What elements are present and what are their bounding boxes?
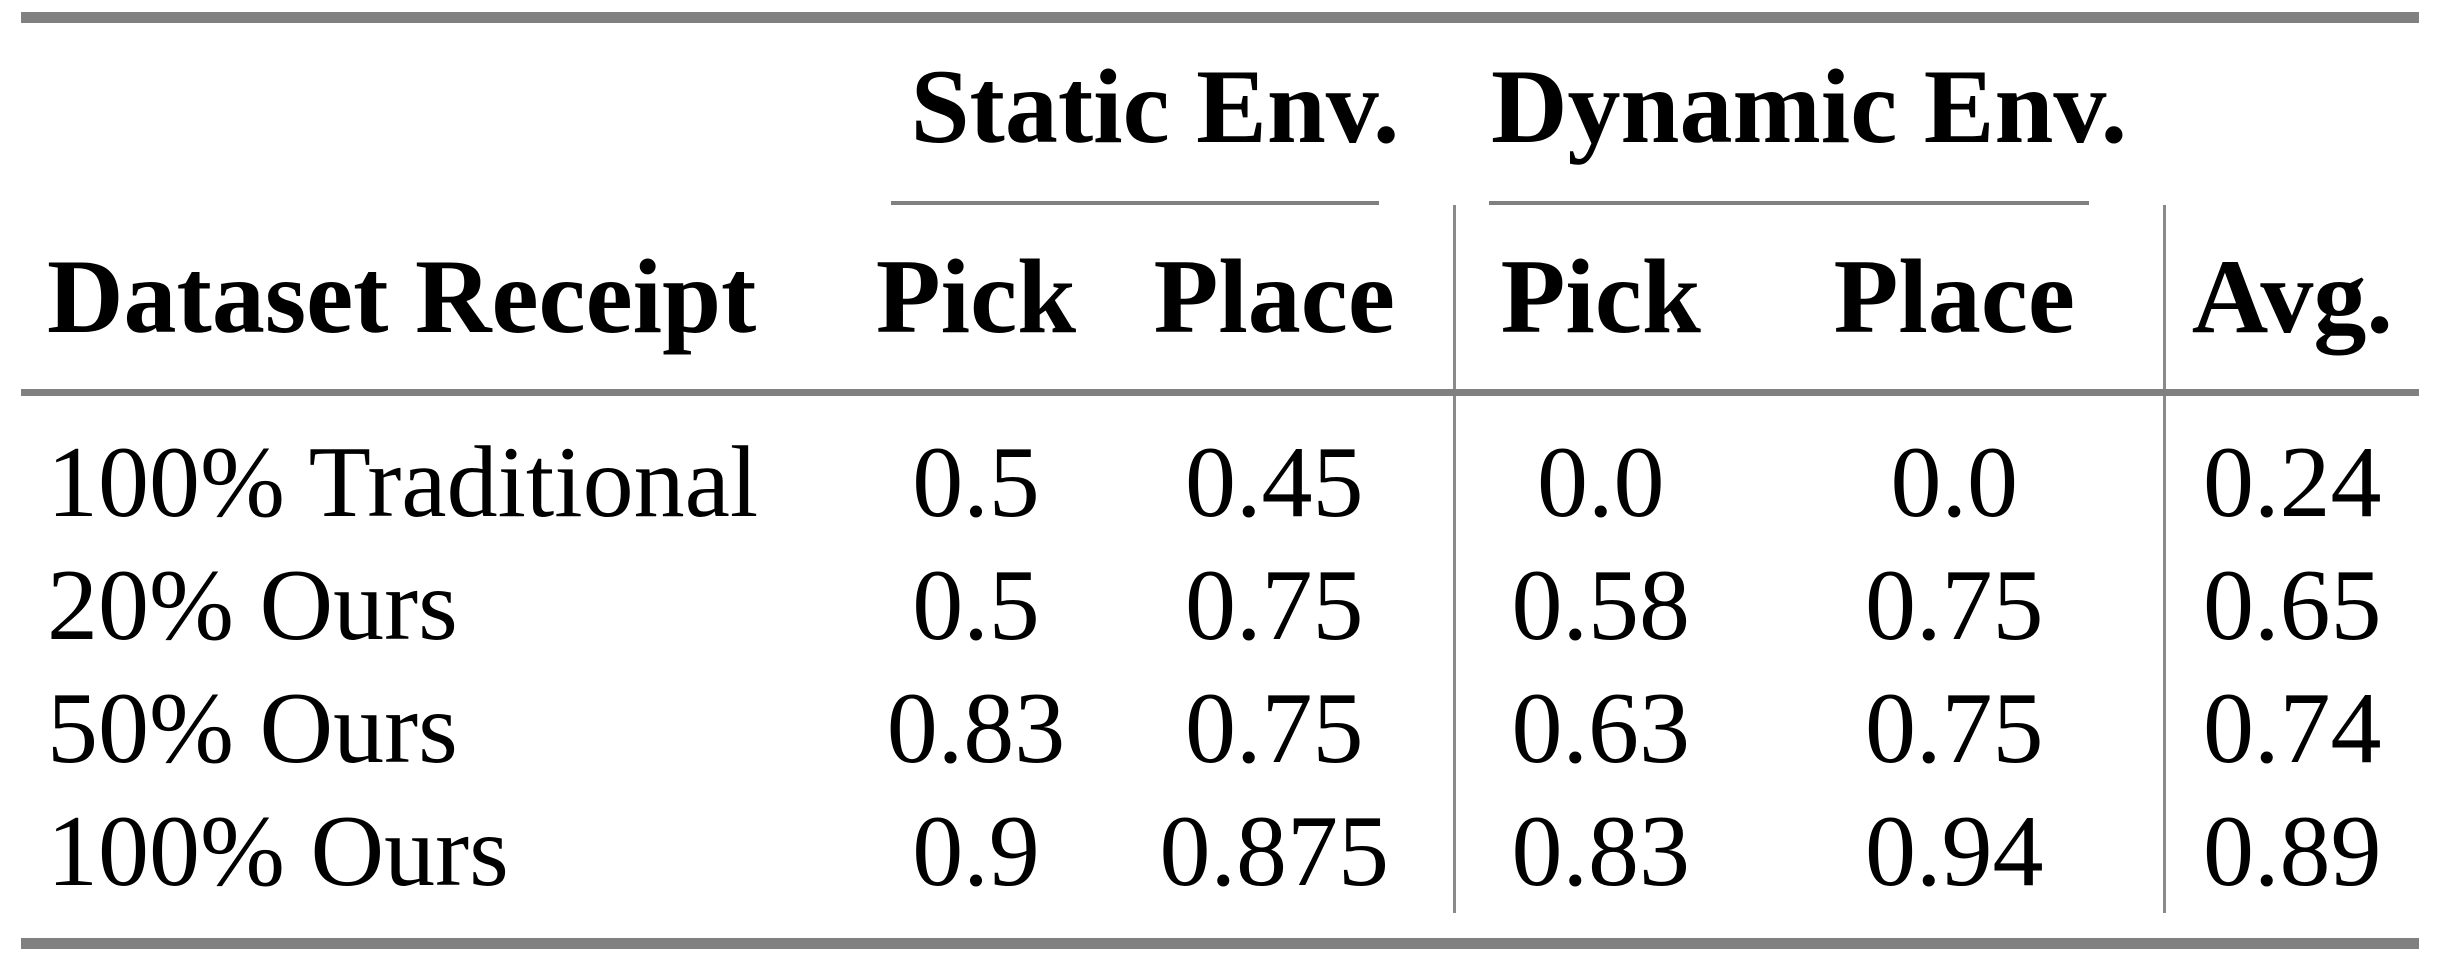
table-row: 100% Traditional 0.5 0.45 0.0 0.0 0.24 (21, 392, 2420, 544)
table-row: 100% Ours 0.9 0.875 0.83 0.94 0.89 (21, 790, 2420, 913)
cell-avg: 0.65 (2162, 544, 2420, 667)
cell-dynamic-pick: 0.83 (1452, 790, 1747, 913)
row-label: 50% Ours (47, 671, 458, 785)
static-env-cmidrule (891, 201, 1380, 205)
column-group-header-row: Static Env. Dynamic Env. (21, 18, 2419, 206)
bottom-spacer-row (21, 913, 2419, 944)
col-header-dynamic-place: Place (1746, 205, 2165, 396)
col-header-static-pick: Pick (856, 205, 1096, 396)
row-label: 100% Traditional (47, 425, 759, 539)
group-header-dynamic-env: Dynamic Env. (1454, 18, 2164, 205)
cell-dynamic-place: 0.94 (1865, 794, 2044, 908)
cell-avg: 0.74 (2162, 667, 2420, 790)
cell-avg: 0.24 (2162, 392, 2420, 544)
table-row: 50% Ours 0.83 0.75 0.63 0.75 0.74 (21, 667, 2420, 790)
row-label: 20% Ours (47, 548, 458, 662)
column-header-row: Dataset Receipt Pick Place Pick Place Av… (21, 205, 2420, 396)
col-header-avg: Avg. (2162, 205, 2420, 396)
results-table: Static Env. Dynamic Env. Dataset Receipt… (21, 12, 2420, 949)
cell-dynamic-place: 0.75 (1865, 548, 2044, 662)
col-header-dataset-receipt: Dataset Receipt (21, 205, 856, 396)
cell-static-place: 0.45 (1185, 425, 1364, 539)
cell-static-place: 0.75 (1185, 671, 1364, 785)
dynamic-env-cmidrule (1489, 201, 2090, 205)
cell-static-pick: 0.5 (912, 425, 1040, 539)
group-header-dynamic-env-label: Dynamic Env. (1490, 48, 2128, 165)
cell-static-pick: 0.5 (912, 548, 1040, 662)
cell-static-place: 0.875 (1159, 794, 1390, 908)
cell-dynamic-pick: 0.0 (1452, 392, 1747, 544)
group-header-static-env: Static Env. (856, 18, 1454, 205)
row-label: 100% Ours (47, 794, 509, 908)
cell-dynamic-place: 0.75 (1865, 671, 2044, 785)
group-header-spacer-avg (2164, 18, 2419, 206)
cell-static-pick: 0.9 (912, 794, 1040, 908)
col-header-static-place: Place (1096, 205, 1455, 396)
table-row: 20% Ours 0.5 0.75 0.58 0.75 0.65 (21, 544, 2420, 667)
cell-static-place: 0.75 (1185, 548, 1364, 662)
group-header-static-env-label: Static Env. (910, 48, 1400, 165)
cell-dynamic-place: 0.0 (1890, 425, 2019, 539)
cell-static-pick: 0.83 (886, 671, 1066, 785)
cell-dynamic-pick: 0.58 (1452, 544, 1747, 667)
cell-dynamic-pick: 0.63 (1452, 667, 1747, 790)
cell-avg: 0.89 (2162, 790, 2420, 913)
group-header-spacer (21, 18, 856, 206)
col-header-dynamic-pick: Pick (1452, 205, 1747, 396)
